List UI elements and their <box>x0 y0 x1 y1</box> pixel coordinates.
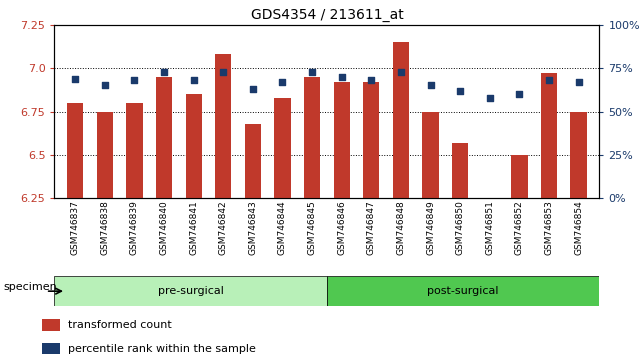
Text: GSM746852: GSM746852 <box>515 201 524 255</box>
Point <box>337 74 347 80</box>
Bar <box>570 112 587 198</box>
Point <box>514 91 524 97</box>
Text: GSM746847: GSM746847 <box>367 201 376 255</box>
Bar <box>327 276 599 306</box>
Text: GSM746853: GSM746853 <box>544 201 553 256</box>
Bar <box>363 82 379 198</box>
Text: GSM746850: GSM746850 <box>456 201 465 256</box>
Point <box>395 69 406 74</box>
Title: GDS4354 / 213611_at: GDS4354 / 213611_at <box>251 8 403 22</box>
Text: specimen: specimen <box>3 282 57 292</box>
Bar <box>512 155 528 198</box>
Point <box>248 86 258 92</box>
Text: GSM746846: GSM746846 <box>337 201 346 255</box>
Text: GSM746837: GSM746837 <box>71 201 79 256</box>
Text: GSM746851: GSM746851 <box>485 201 494 256</box>
Text: GSM746854: GSM746854 <box>574 201 583 255</box>
Text: GSM746844: GSM746844 <box>278 201 287 255</box>
Point <box>544 78 554 83</box>
Text: GSM746838: GSM746838 <box>101 201 110 256</box>
Text: GSM746840: GSM746840 <box>160 201 169 255</box>
Bar <box>393 42 409 198</box>
Bar <box>185 94 202 198</box>
Text: GSM746839: GSM746839 <box>130 201 139 256</box>
Text: pre-surgical: pre-surgical <box>158 286 224 296</box>
Bar <box>97 112 113 198</box>
Text: post-surgical: post-surgical <box>428 286 499 296</box>
Point <box>218 69 228 74</box>
Text: transformed count: transformed count <box>68 320 172 330</box>
Bar <box>245 124 261 198</box>
Point <box>307 69 317 74</box>
Text: GSM746848: GSM746848 <box>396 201 406 255</box>
Bar <box>54 276 327 306</box>
Bar <box>215 54 231 198</box>
Text: percentile rank within the sample: percentile rank within the sample <box>68 344 256 354</box>
Bar <box>156 77 172 198</box>
Text: GSM746841: GSM746841 <box>189 201 198 255</box>
Bar <box>274 98 290 198</box>
Point <box>574 79 584 85</box>
Bar <box>304 77 320 198</box>
Text: GSM746849: GSM746849 <box>426 201 435 255</box>
Bar <box>452 143 469 198</box>
Bar <box>42 343 60 354</box>
Point <box>485 95 495 101</box>
Point <box>278 79 288 85</box>
Text: GSM746845: GSM746845 <box>308 201 317 255</box>
Text: GSM746843: GSM746843 <box>248 201 258 255</box>
Bar <box>333 82 350 198</box>
Point <box>188 78 199 83</box>
Bar <box>67 103 83 198</box>
Bar <box>541 73 557 198</box>
Point <box>366 78 376 83</box>
Point <box>129 78 140 83</box>
Point <box>455 88 465 93</box>
Bar <box>126 103 142 198</box>
Bar <box>42 319 60 331</box>
Text: GSM746842: GSM746842 <box>219 201 228 255</box>
Bar <box>422 112 438 198</box>
Point <box>100 82 110 88</box>
Point <box>426 82 436 88</box>
Point <box>70 76 80 81</box>
Point <box>159 69 169 74</box>
